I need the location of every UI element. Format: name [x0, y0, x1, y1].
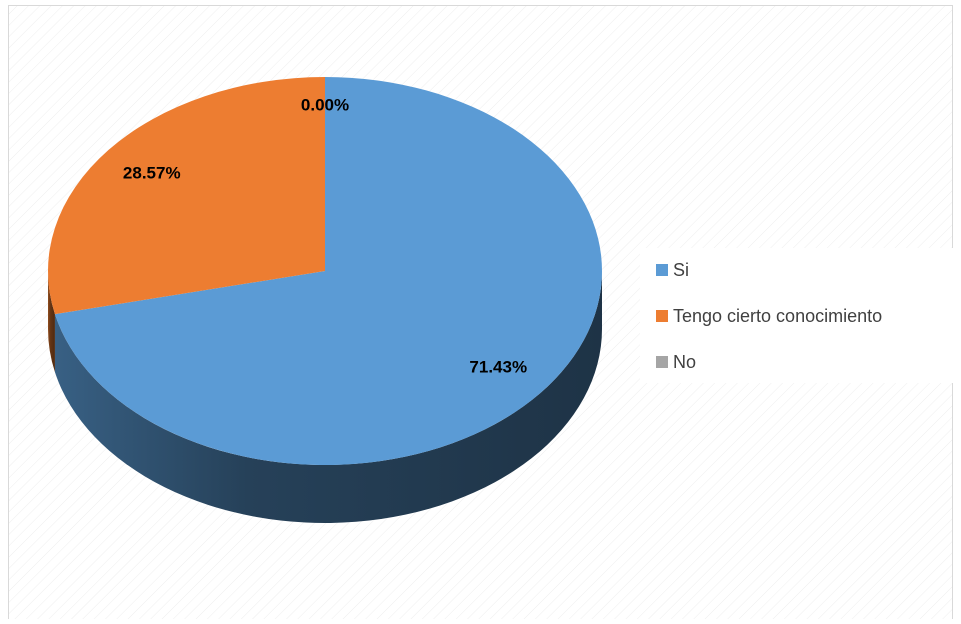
- slice: [48, 77, 326, 315]
- legend-swatch: [656, 264, 668, 276]
- legend-box: [640, 248, 953, 383]
- slice-side: [48, 271, 55, 373]
- slice: [54, 77, 603, 465]
- slice-side: [54, 271, 602, 523]
- legend-label: No: [673, 352, 696, 372]
- pie: 71.43% 28.57% 0.00%: [48, 77, 603, 523]
- legend-swatch: [656, 310, 668, 322]
- data-label: 0.00%: [301, 95, 349, 114]
- legend: Si Tengo cierto conocimiento No: [640, 248, 953, 383]
- data-label: 71.43%: [469, 357, 527, 376]
- legend-swatch: [656, 356, 668, 368]
- legend-label: Si: [673, 260, 689, 280]
- legend-label: Tengo cierto conocimiento: [673, 306, 882, 326]
- data-label: 28.57%: [123, 164, 181, 183]
